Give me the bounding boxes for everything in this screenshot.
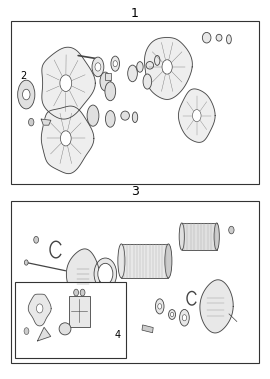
- Ellipse shape: [59, 323, 71, 335]
- Circle shape: [193, 110, 201, 122]
- Circle shape: [162, 60, 172, 74]
- Bar: [182, 223, 217, 250]
- Ellipse shape: [179, 223, 184, 250]
- Polygon shape: [41, 119, 51, 125]
- Polygon shape: [66, 249, 100, 302]
- Circle shape: [80, 289, 85, 296]
- Circle shape: [229, 226, 234, 234]
- Polygon shape: [42, 47, 95, 119]
- Ellipse shape: [87, 105, 99, 126]
- Text: 1: 1: [131, 8, 139, 20]
- Bar: [142, 325, 153, 333]
- Circle shape: [60, 131, 71, 146]
- Ellipse shape: [92, 57, 104, 77]
- Ellipse shape: [227, 35, 231, 44]
- Polygon shape: [41, 106, 94, 174]
- Ellipse shape: [165, 244, 172, 278]
- Ellipse shape: [156, 299, 164, 314]
- Circle shape: [182, 315, 187, 321]
- Polygon shape: [38, 327, 51, 341]
- Text: 3: 3: [131, 185, 139, 198]
- Ellipse shape: [100, 72, 111, 91]
- Ellipse shape: [128, 65, 137, 82]
- Ellipse shape: [121, 111, 129, 120]
- Ellipse shape: [137, 62, 143, 72]
- Ellipse shape: [105, 82, 116, 101]
- Ellipse shape: [132, 112, 138, 122]
- Bar: [11, 22, 259, 184]
- Bar: [11, 201, 259, 363]
- Text: 2: 2: [21, 71, 27, 81]
- Ellipse shape: [154, 56, 160, 65]
- Ellipse shape: [18, 80, 35, 109]
- Polygon shape: [200, 280, 233, 333]
- Circle shape: [34, 236, 39, 243]
- Text: 4: 4: [114, 330, 121, 340]
- Circle shape: [29, 118, 34, 126]
- Ellipse shape: [146, 61, 154, 69]
- Bar: [69, 296, 90, 327]
- Circle shape: [158, 304, 162, 309]
- Polygon shape: [144, 38, 192, 99]
- Ellipse shape: [168, 310, 176, 319]
- Circle shape: [24, 260, 28, 265]
- Ellipse shape: [111, 56, 120, 71]
- Circle shape: [36, 304, 43, 313]
- Circle shape: [170, 312, 174, 317]
- Circle shape: [74, 289, 79, 296]
- Bar: [122, 244, 168, 278]
- Circle shape: [24, 328, 29, 335]
- Bar: [105, 73, 110, 80]
- Ellipse shape: [202, 33, 211, 43]
- Ellipse shape: [214, 223, 219, 250]
- Ellipse shape: [180, 309, 189, 326]
- Bar: [15, 282, 126, 357]
- Polygon shape: [28, 294, 51, 326]
- Polygon shape: [178, 89, 215, 143]
- Circle shape: [98, 263, 113, 285]
- Circle shape: [60, 75, 72, 91]
- Circle shape: [22, 89, 30, 100]
- Circle shape: [95, 63, 101, 71]
- Ellipse shape: [118, 244, 125, 278]
- Ellipse shape: [216, 34, 222, 41]
- Circle shape: [113, 61, 117, 67]
- Circle shape: [94, 258, 117, 290]
- Ellipse shape: [143, 74, 152, 89]
- Ellipse shape: [106, 111, 115, 127]
